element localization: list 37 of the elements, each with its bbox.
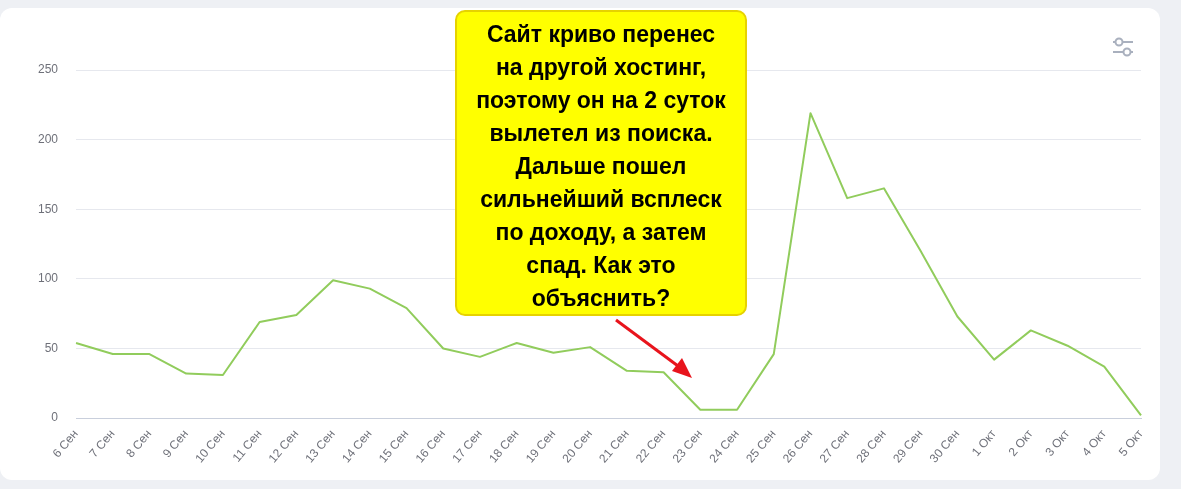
- y-tick-label: 50: [44, 340, 59, 355]
- x-tick-label: 18 Сен: [486, 426, 522, 466]
- x-tick-label: 15 Сен: [375, 426, 412, 466]
- x-tick-label: 11 Сен: [229, 426, 265, 465]
- x-tick-label: 23 Сен: [669, 426, 706, 466]
- x-tick-label: 10 Сен: [192, 426, 228, 466]
- x-tick-label: 6 Сен: [49, 426, 81, 461]
- x-tick-label: 25 Сен: [743, 426, 779, 466]
- y-tick-label: 150: [37, 201, 59, 216]
- x-tick-label: 27 Сен: [816, 426, 853, 466]
- x-tick-label: 30 Сен: [926, 426, 963, 466]
- x-tick-label: 4 Окт: [1078, 426, 1110, 459]
- y-tick-label: 200: [37, 131, 59, 146]
- x-tick-label: 17 Сен: [449, 426, 485, 466]
- x-tick-label: 1 Окт: [968, 426, 1000, 459]
- x-tick-label: 7 Сен: [86, 426, 118, 461]
- x-tick-label: 21 Сен: [596, 426, 632, 466]
- x-tick-label: 29 Сен: [889, 426, 926, 466]
- x-tick-label: 14 Сен: [339, 426, 375, 466]
- x-tick-label: 9 Сен: [159, 426, 192, 461]
- x-tick-label: 8 Сен: [123, 426, 155, 461]
- x-tick-label: 20 Сен: [559, 426, 595, 466]
- x-tick-label: 24 Сен: [706, 426, 742, 466]
- text: Сайт криво перенес на другой хостинг, поэтому он на 2 суток вылетел из поиска. Дальше пошел сильнейший всплеск по доходу, а затем спад. Как это объяснить?: [476, 21, 726, 311]
- x-tick-label: 16 Сен: [412, 426, 449, 466]
- x-tick-label: 2 Окт: [1005, 426, 1036, 459]
- x-tick-label: 3 Окт: [1042, 426, 1073, 459]
- y-tick-label: 0: [51, 410, 59, 425]
- y-tick-label: 100: [37, 271, 59, 286]
- x-tick-label: 26 Сен: [779, 426, 816, 466]
- x-tick-label: 22 Сен: [632, 426, 669, 466]
- x-tick-label: 12 Сен: [265, 426, 302, 466]
- x-tick-label: 5 Окт: [1115, 426, 1147, 459]
- y-tick-label: 250: [37, 62, 59, 77]
- x-tick-label: 19 Сен: [522, 426, 559, 466]
- x-tick-label: 28 Сен: [853, 426, 889, 466]
- x-tick-label: 13 Сен: [302, 426, 338, 466]
